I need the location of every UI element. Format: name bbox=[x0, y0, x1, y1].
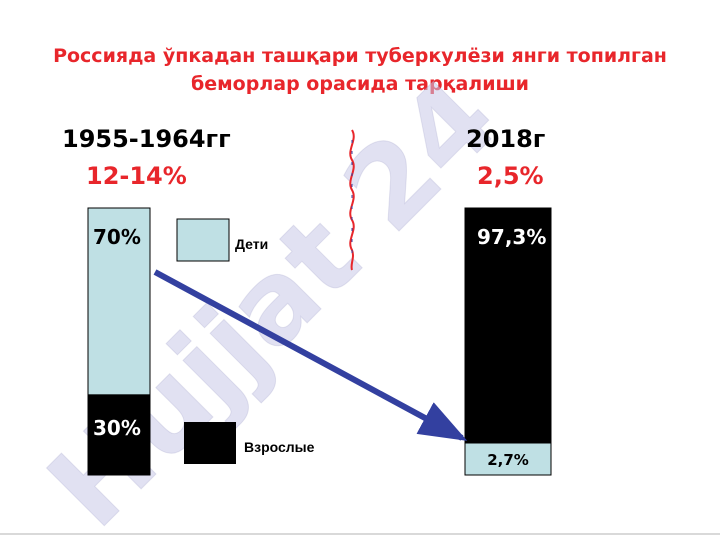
category-total-2018: 2,5% bbox=[477, 162, 544, 190]
bar-group-2018: 97,3% 2,7% bbox=[464, 207, 552, 476]
title-line-1: Россияда ўпкадан ташқари туберкулёзи янг… bbox=[53, 45, 667, 67]
bar-group-1955: 70% 30% bbox=[87, 207, 151, 476]
bar-children-1 bbox=[464, 442, 552, 476]
data-label-adults-1: 97,3% bbox=[477, 225, 546, 249]
trend-arrow bbox=[153, 269, 468, 441]
legend-label-adults: Взрослые bbox=[244, 439, 315, 455]
bar-adults-0 bbox=[87, 394, 151, 476]
bar-adults-1 bbox=[464, 207, 552, 444]
title-line-2: беморлар орасида тарқалиши bbox=[191, 73, 529, 95]
wavy-divider bbox=[349, 129, 355, 271]
bottom-rule bbox=[0, 533, 720, 535]
bar-children-0 bbox=[87, 207, 151, 396]
category-label-1955: 1955-1964гг bbox=[62, 125, 231, 153]
legend-swatch-adults bbox=[184, 422, 236, 464]
legend-label-children: Дети bbox=[235, 236, 268, 252]
data-label-adults-0: 30% bbox=[93, 416, 141, 440]
category-total-1955: 12-14% bbox=[86, 162, 187, 190]
data-label-children-0: 70% bbox=[93, 225, 141, 249]
slide-title: Россияда ўпкадан ташқари туберкулёзи янг… bbox=[40, 42, 680, 98]
data-label-children-1: 2,7% bbox=[487, 451, 529, 469]
category-label-2018: 2018г bbox=[466, 125, 545, 153]
legend-swatch-children bbox=[176, 218, 230, 262]
